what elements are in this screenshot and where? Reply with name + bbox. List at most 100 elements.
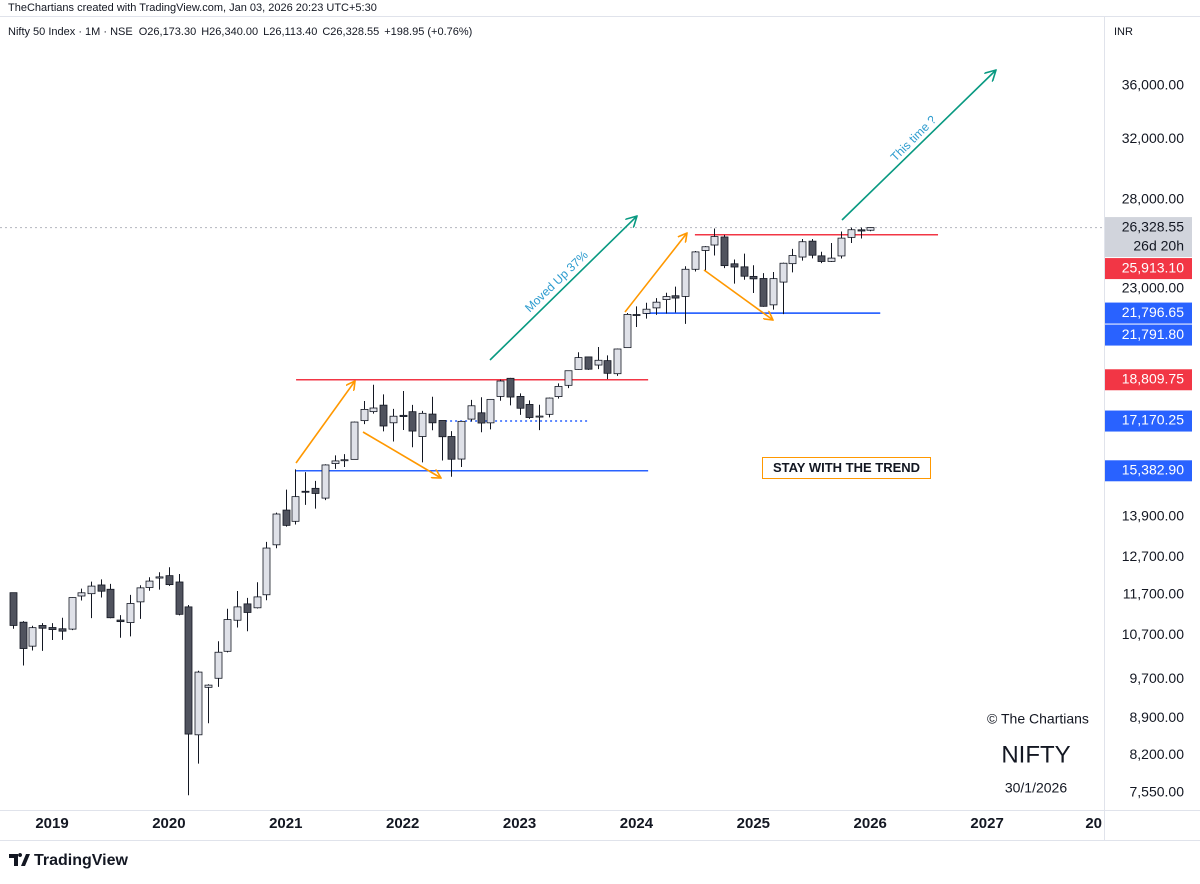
x-tick-label: 2021 [269,815,302,832]
y-tick-label: 13,900.00 [1122,507,1184,523]
x-tick-label: 2022 [386,815,419,832]
candle-body [272,513,281,546]
candle-body [808,240,817,256]
candle-body [652,301,661,309]
y-tick-label: 9,700.00 [1130,670,1185,686]
candle-body [613,348,622,375]
candle-body [603,360,612,374]
trend-arrow [624,233,687,313]
candle-body [331,460,340,464]
candle-body [681,268,690,297]
candle-body [58,628,67,632]
price-label: 26,328.55 [1122,218,1184,234]
y-tick-label: 36,000.00 [1122,77,1184,93]
candle-body [97,584,106,592]
candle-body [340,459,349,462]
y-tick-label: 28,000.00 [1122,190,1184,206]
candle-body [584,356,593,370]
candle-body [136,587,145,603]
candle-body [438,420,447,438]
candle-body [28,627,37,647]
y-tick-label: 11,700.00 [1123,585,1184,601]
candle-body [564,370,573,386]
candle-body [87,585,96,595]
candle-body [759,278,768,307]
price-label-box [1105,302,1192,324]
quote-value: +198.95 (+0.76%) [384,26,472,38]
candle-body [262,547,271,596]
candle-body [710,236,719,246]
x-tick-label: 2019 [35,815,68,832]
x-tick-label: 2027 [970,815,1003,832]
price-label-box [1105,410,1192,432]
candle-body [749,275,758,280]
candle-body [243,603,252,613]
candle-body [447,436,456,460]
candle-body [594,359,603,366]
price-label-box [1105,460,1192,482]
candle-body [184,606,193,735]
currency: INR [1114,26,1133,38]
annotation-box [762,457,931,479]
candle-body [145,580,154,588]
candle-body [214,651,223,679]
candle-body [554,386,563,397]
price-label: 25,913.10 [1122,259,1184,275]
candle-body [857,229,866,232]
candle-body [779,262,788,283]
candle-body [399,414,408,417]
footer-logo: TradingView [9,852,129,869]
candle-body [623,314,632,349]
trend-arrow [362,431,441,478]
quote-value: O26,173.30 [139,26,197,38]
time-axis: 2019 2020 2021 2022 2023 2024 2025 2026 2027 20 [35,815,1102,832]
candle-body [19,621,28,649]
y-tick-label: 8,900.00 [1130,709,1185,725]
price-label-box [1105,324,1192,346]
x-tick-label: 20 [1085,815,1102,832]
candle-body [369,407,378,413]
footer-brand: TradingView [34,852,129,869]
candle-body [486,398,495,424]
y-tick-label: 32,000.00 [1122,130,1184,146]
price-label-box [1105,258,1192,280]
price-label: 17,170.25 [1122,412,1184,428]
candle-body [457,420,466,460]
candle-body [38,625,47,629]
candle-body [233,606,242,621]
candle-body [301,490,310,493]
candle-body [418,412,427,437]
candle-body [223,619,232,652]
candle-body [769,278,778,306]
candle-body [496,380,505,397]
x-tick-label: 2026 [854,815,887,832]
price-label: 18,809.75 [1122,370,1184,386]
projection-arrow [489,216,637,361]
candle-body [740,266,749,277]
y-tick-label: 7,550.00 [1130,784,1185,800]
price-label: 21,796.65 [1122,304,1184,320]
y-tick-label: 8,200.00 [1130,746,1185,762]
candle-body [175,581,184,615]
candle-body [837,237,846,257]
candle-body [866,227,875,231]
candles [9,227,875,796]
candle-body [204,684,213,688]
candle-body [574,357,583,370]
plot-area: Moved Up 37% This time ? STAY WITH THE T… [0,70,1104,796]
candle-body [321,464,330,499]
candle-body [730,263,739,268]
quote-value: L26,113.40 [263,26,317,38]
candle-body [77,592,86,597]
candle-body [106,588,115,619]
annotation: Moved Up 37% [522,248,591,315]
candle-body [691,251,700,270]
projection-arrow [841,70,996,221]
price-label-box [1105,217,1192,258]
price-label-sub: 26d 20h [1133,237,1184,253]
candle-body [477,412,486,424]
candle-body [282,509,291,526]
candle-body [506,377,515,398]
